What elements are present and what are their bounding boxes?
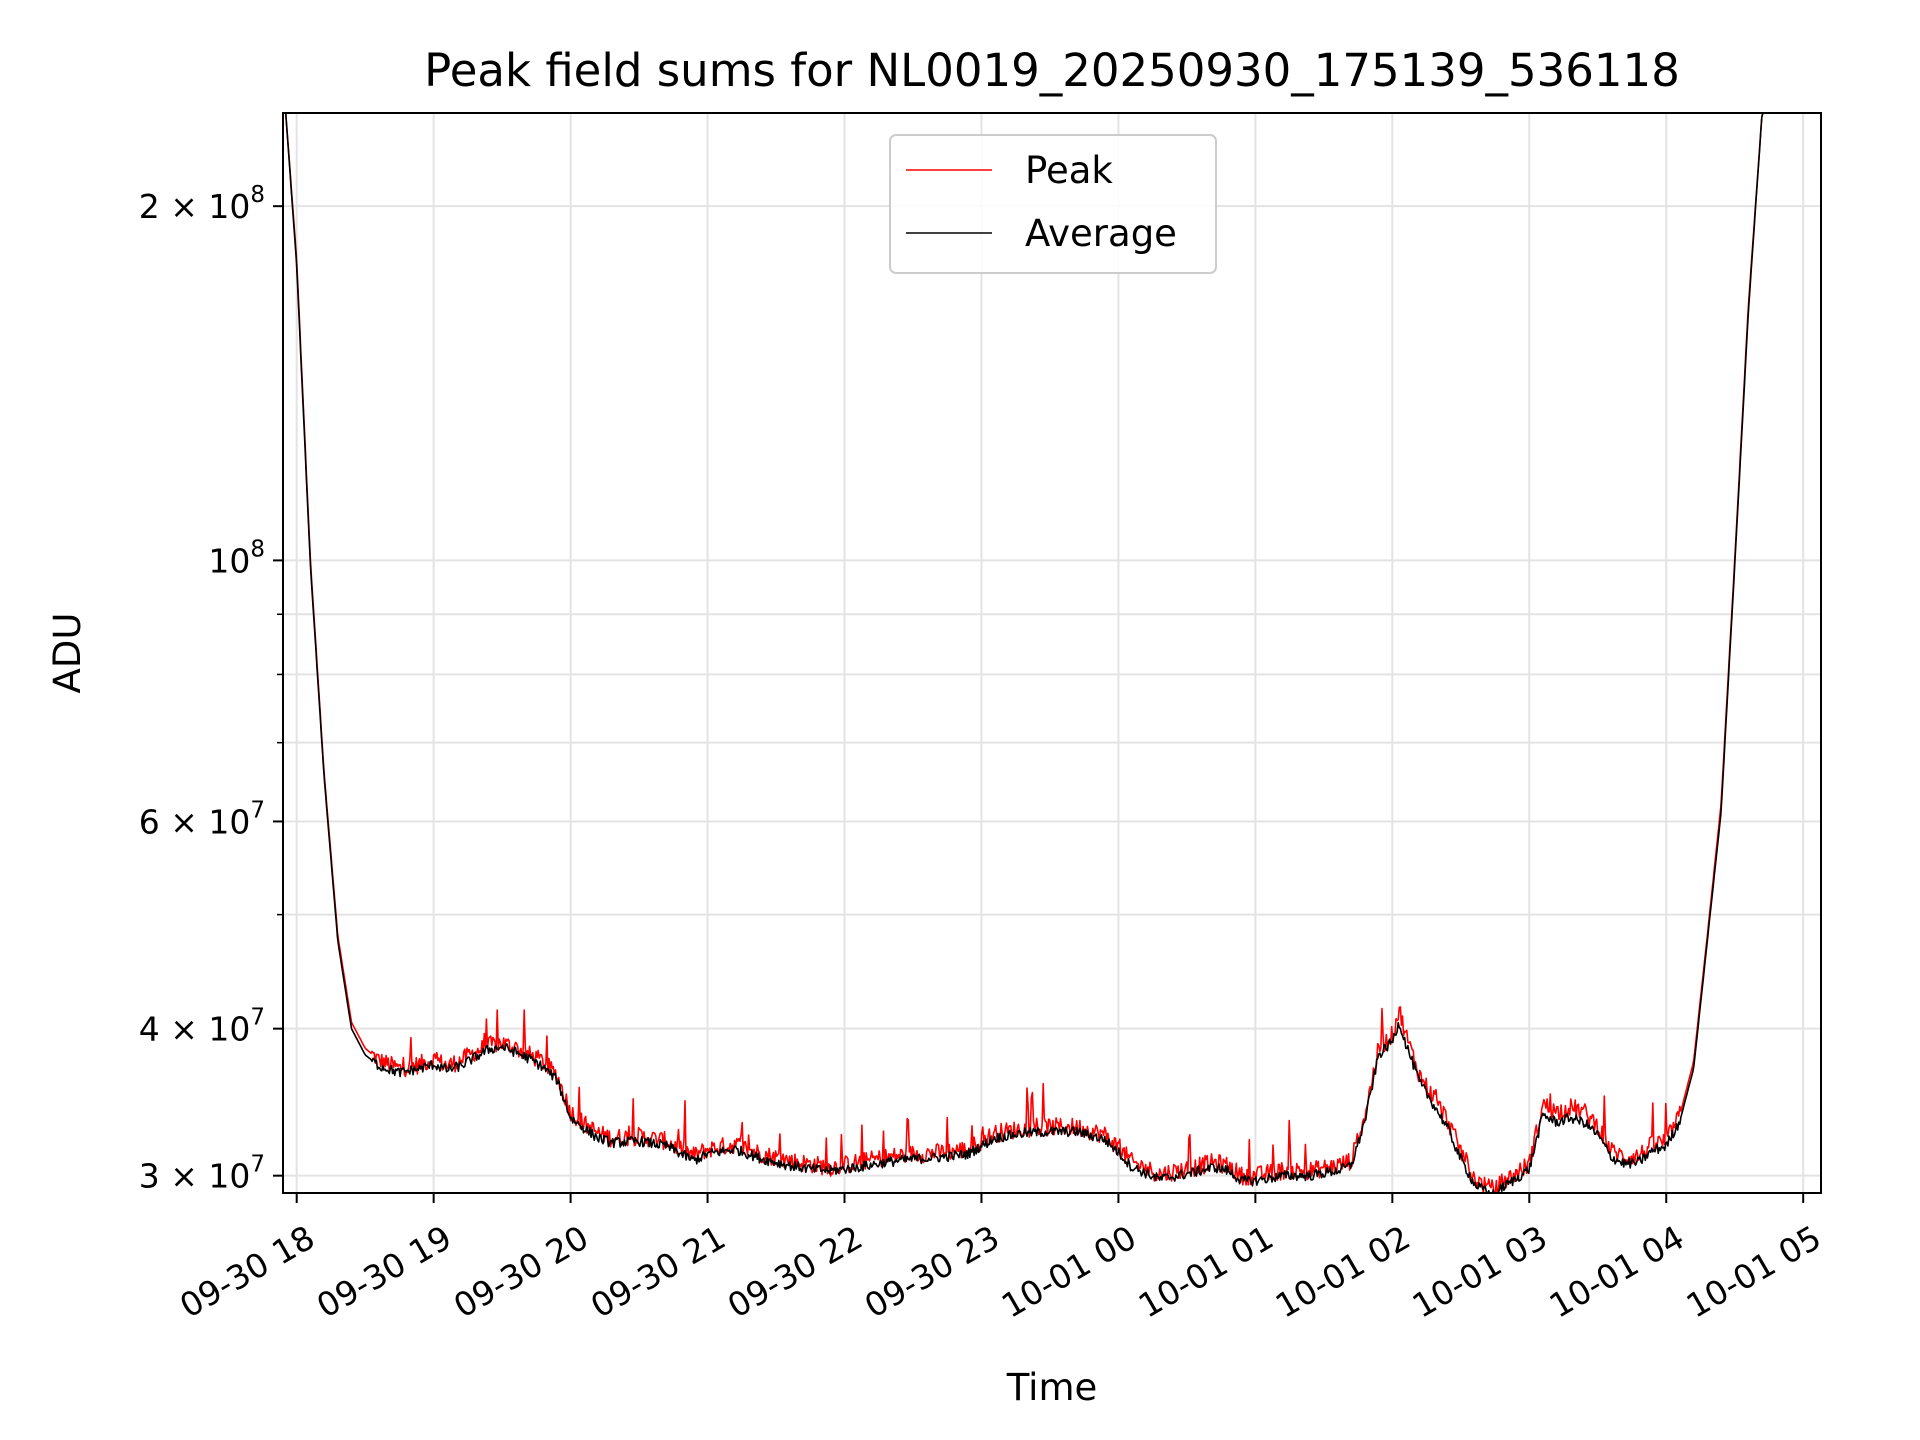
y-tick-label-exponent: 8 [250,182,265,208]
x-tick-label: 10-01 01 [1132,1218,1280,1326]
y-tick-label: 108 [208,536,265,580]
y-tick-label-base: 10 [208,541,250,580]
y-tick-label-base: 2 × 10 [139,187,251,226]
x-tick-label: 10-01 02 [1269,1218,1417,1326]
y-tick-label-exponent: 8 [250,536,265,562]
y-tick-label-base: 6 × 10 [139,802,251,841]
y-tick-label-base: 3 × 10 [139,1157,251,1196]
x-tick-label: 09-30 23 [858,1218,1006,1326]
y-tick-label: 4 × 107 [139,1005,265,1049]
x-tick-label: 09-30 21 [584,1218,732,1326]
y-tick-label-base: 4 × 10 [139,1010,251,1049]
grid [283,113,1821,1193]
series-line-peak [284,113,1797,1193]
legend-label-peak: Peak [1025,149,1113,192]
y-tick-label-exponent: 7 [250,1005,265,1031]
x-tick-label: 10-01 00 [995,1218,1143,1326]
y-tick-label-exponent: 7 [250,1152,265,1178]
chart-title: Peak field sums for NL0019_20250930_1751… [424,44,1680,97]
series-layer [284,113,1797,1193]
y-axis-label: ADU [46,613,89,694]
legend: Peak Average [889,134,1217,274]
plot-frame [282,112,1822,1194]
y-tick-label-exponent: 7 [250,797,265,823]
x-tick-label: 09-30 18 [173,1218,321,1326]
x-tick-label: 09-30 22 [721,1218,869,1326]
legend-label-average: Average [1025,212,1177,255]
series-line-average [284,113,1797,1193]
x-tick-label: 10-01 05 [1680,1218,1828,1326]
x-tick-label: 09-30 20 [447,1218,595,1326]
x-axis-label: Time [1006,1366,1098,1409]
x-tick-label: 10-01 03 [1406,1218,1554,1326]
y-tick-label: 2 × 108 [139,182,265,226]
x-tick-label: 09-30 19 [310,1218,458,1326]
x-tick-label: 10-01 04 [1543,1218,1691,1326]
y-tick-label: 6 × 107 [139,797,265,841]
y-tick-label: 3 × 107 [139,1152,265,1196]
